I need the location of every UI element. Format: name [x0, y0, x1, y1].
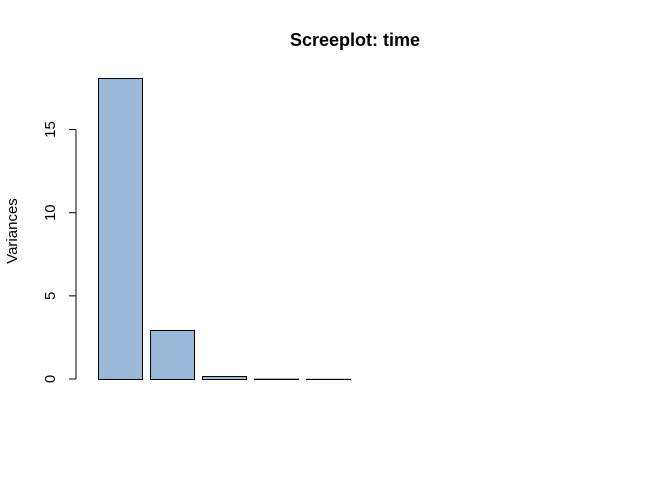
y-tick-label: 5	[42, 292, 59, 300]
y-axis-label: Variances	[4, 198, 21, 264]
bar-component-2	[150, 329, 195, 380]
bar-component-3	[202, 376, 247, 380]
y-tick-label: 10	[42, 204, 59, 221]
chart-title: Screeplot: time	[290, 30, 420, 50]
bar-component-1	[98, 78, 143, 380]
y-tick-label: 15	[42, 121, 59, 138]
y-tick-label: 0	[42, 375, 59, 383]
y-axis: 0 5 10 15	[42, 121, 77, 383]
bars	[98, 78, 351, 381]
